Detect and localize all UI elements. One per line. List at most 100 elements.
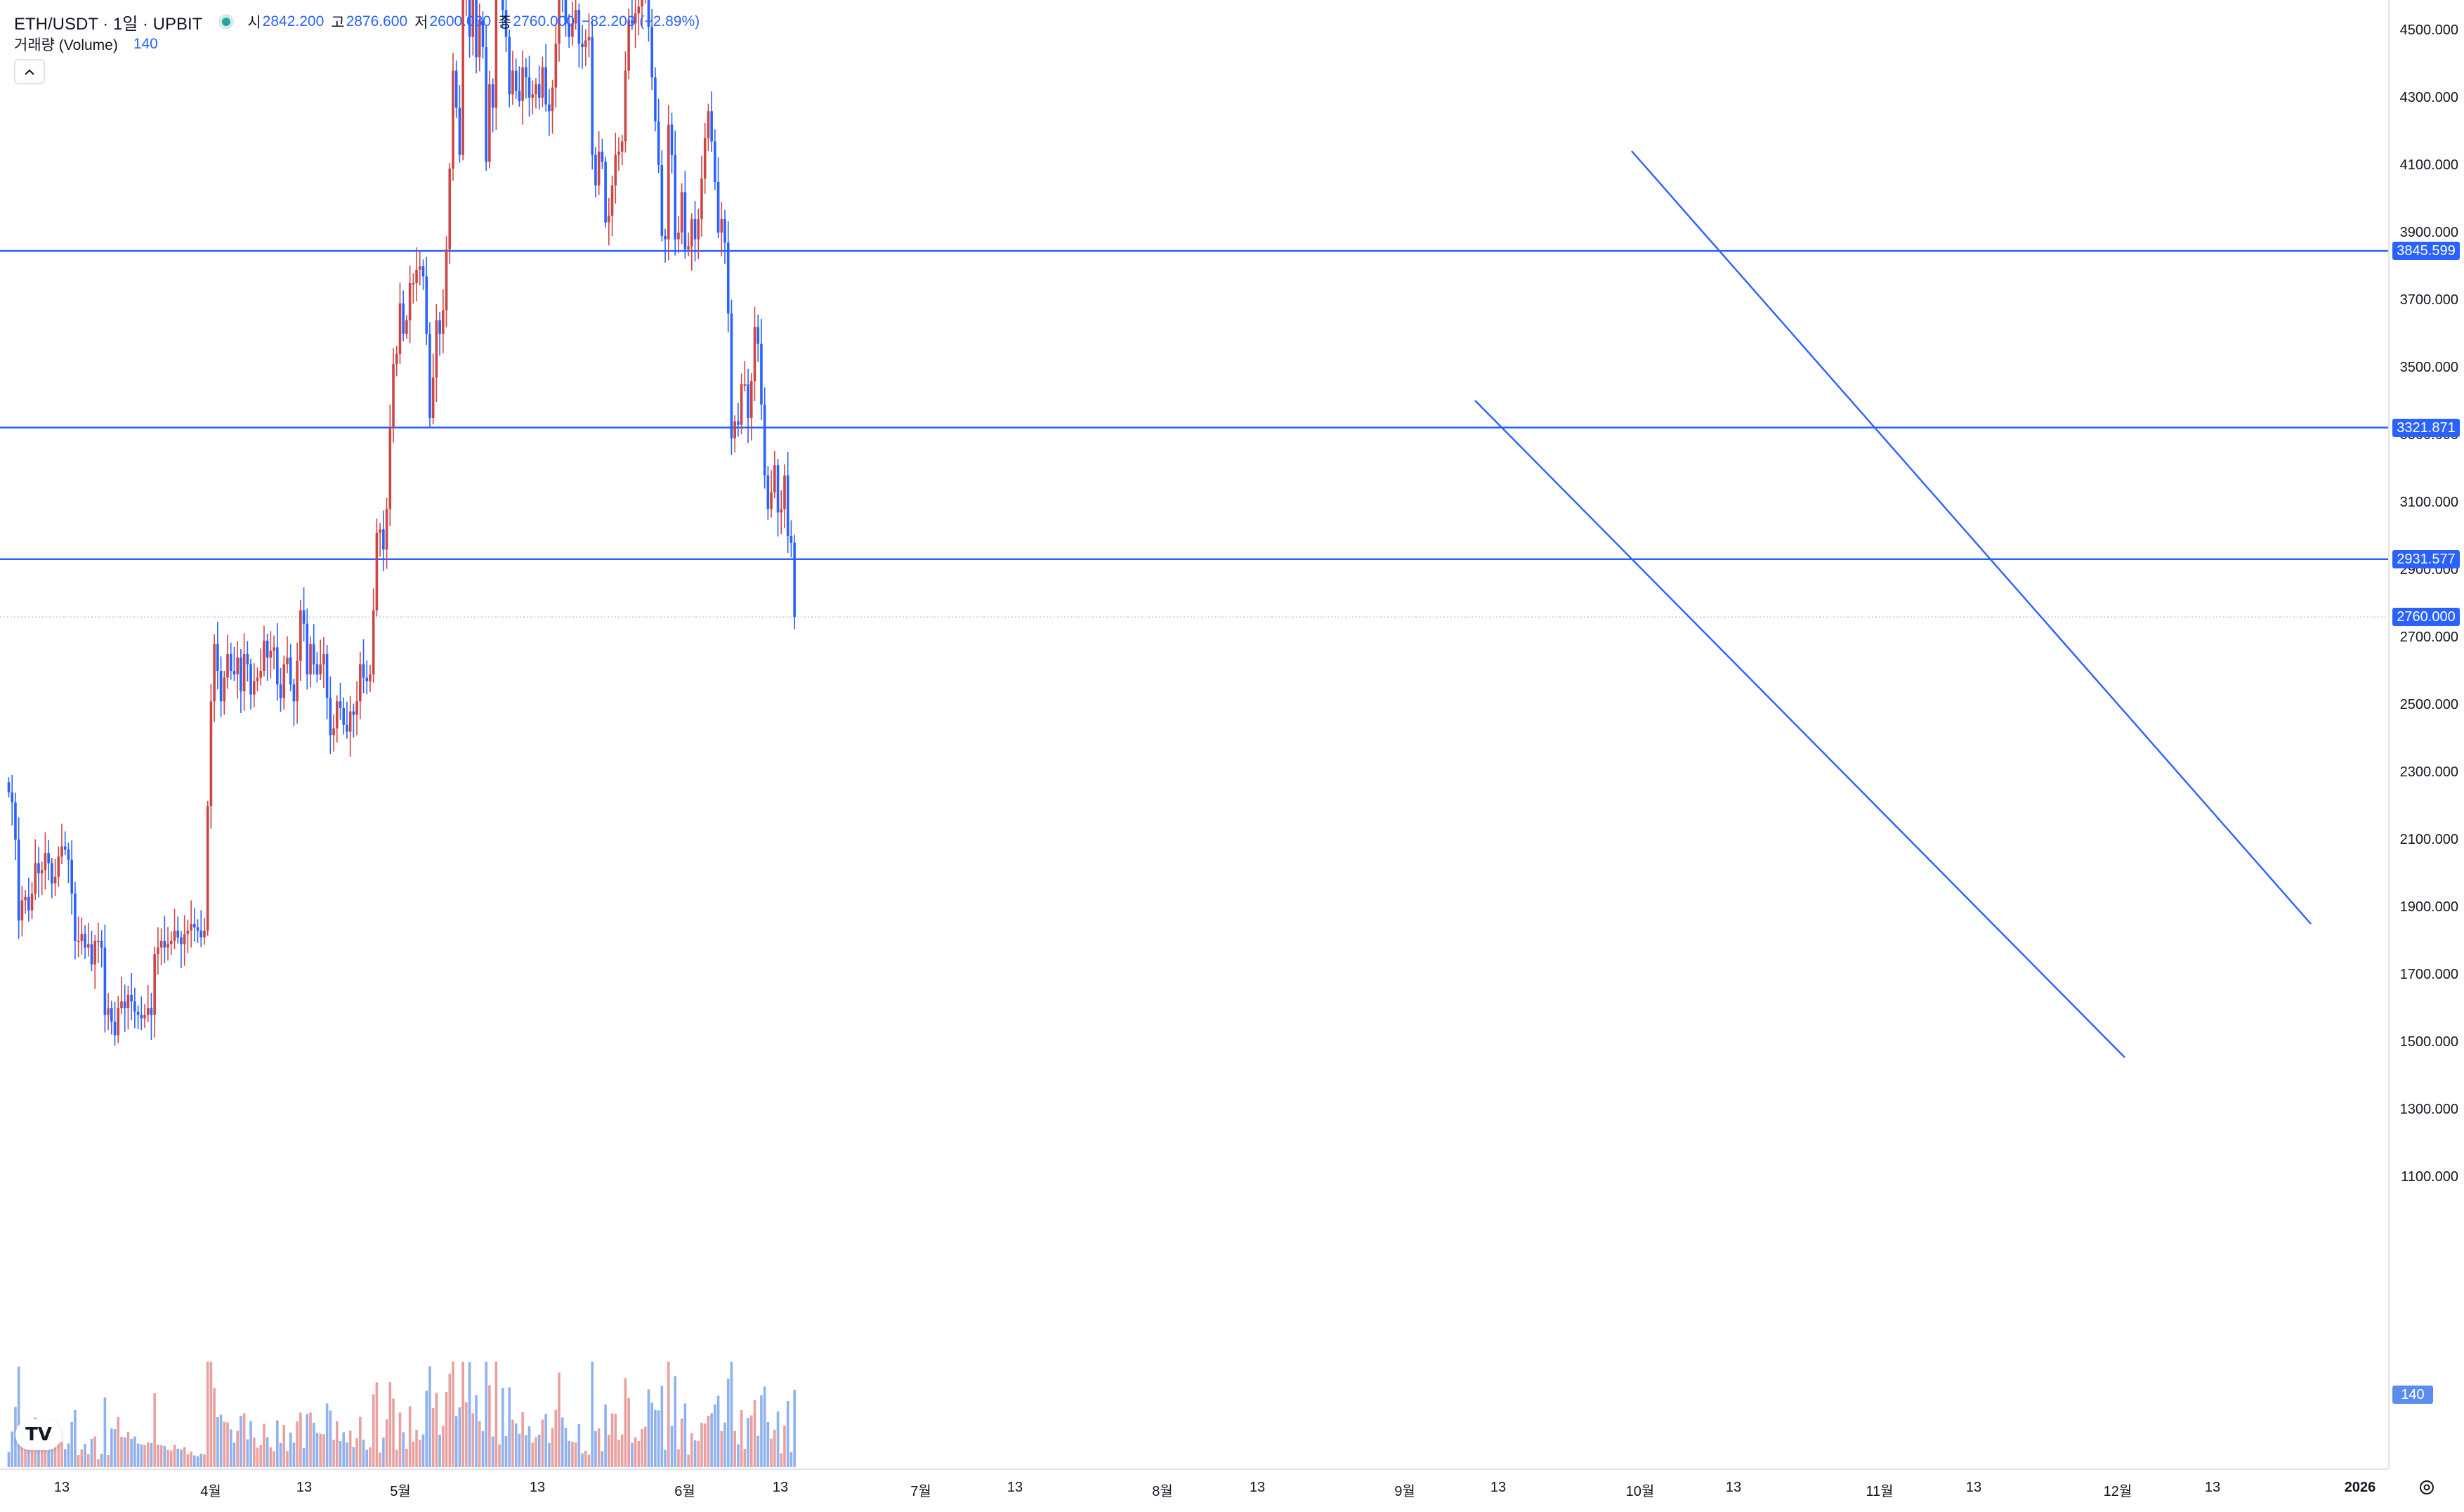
- volume-bar: [226, 1422, 229, 1467]
- candlestick-chart[interactable]: [0, 0, 2388, 1468]
- chart-legend: ETH/USDT · 1일 · UPBIT 시 2842.200 고 2876.…: [14, 10, 707, 84]
- volume-bars: [7, 1362, 796, 1467]
- candle-body: [541, 67, 544, 98]
- candle-body: [352, 711, 355, 715]
- volume-bar: [398, 1412, 402, 1467]
- volume-bar: [90, 1439, 93, 1467]
- close-value: 2760.000: [513, 13, 575, 30]
- candle-body: [481, 20, 485, 48]
- candle-body: [478, 20, 481, 58]
- candle-body: [726, 242, 730, 314]
- volume-bar: [319, 1433, 322, 1467]
- price-tick-label: 2500.000: [2399, 697, 2458, 712]
- time-tick-label: 4월: [200, 1484, 221, 1499]
- volume-bar: [571, 1442, 574, 1467]
- volume-bar: [710, 1413, 713, 1467]
- volume-bar: [236, 1430, 239, 1467]
- candle-body: [418, 266, 421, 270]
- volume-bar: [392, 1398, 395, 1467]
- volume-bar: [690, 1433, 693, 1467]
- volume-bar: [352, 1447, 355, 1467]
- volume-bar: [418, 1440, 421, 1467]
- volume-bar: [514, 1423, 518, 1467]
- volume-bar: [445, 1392, 448, 1467]
- candle-body: [342, 708, 346, 725]
- volume-bar: [776, 1412, 780, 1467]
- volume-bar: [544, 1414, 547, 1467]
- candle-body: [494, 0, 498, 108]
- gear-icon[interactable]: [2416, 1477, 2437, 1498]
- volume-bar: [193, 1455, 196, 1467]
- volume-bar: [531, 1442, 535, 1467]
- candle-body: [289, 657, 292, 685]
- candle-body: [508, 37, 511, 95]
- volume-bar: [677, 1449, 680, 1467]
- volume-bar: [140, 1444, 143, 1467]
- time-axis[interactable]: 13 4월 13 5월 13 6월 13 7월 13 8월 13 9월 13 10월 13 11월 13 12월 1…: [0, 1468, 2388, 1512]
- candle-body: [146, 1008, 150, 1015]
- candle-body: [335, 701, 339, 729]
- tradingview-logo[interactable]: TV: [15, 1419, 62, 1450]
- volume-bar: [369, 1447, 372, 1467]
- volume-bar: [452, 1362, 454, 1467]
- volume-bar: [299, 1412, 302, 1467]
- price-axis[interactable]: 5300.0005100.0004900.0004700.0004500.000…: [2388, 0, 2464, 1468]
- candle-body: [584, 40, 587, 47]
- candle-body: [309, 644, 312, 674]
- candle-body: [485, 47, 487, 162]
- candle-body: [421, 266, 425, 277]
- volume-bar: [240, 1416, 242, 1467]
- candle-body: [382, 529, 385, 550]
- volume-bar: [289, 1433, 292, 1467]
- volume-bar: [610, 1413, 614, 1467]
- volume-bar: [478, 1421, 481, 1467]
- candle-body: [183, 934, 186, 944]
- candle-body: [209, 701, 213, 806]
- candle-body: [240, 657, 242, 691]
- candle-body: [667, 124, 670, 240]
- symbol-title[interactable]: ETH/USDT · 1일 · UPBIT: [14, 14, 203, 34]
- volume-bar: [584, 1451, 587, 1467]
- volume-bar: [286, 1451, 289, 1467]
- open-label: 시: [247, 15, 261, 31]
- volume-bar: [558, 1372, 561, 1467]
- volume-bar: [716, 1395, 720, 1467]
- candle-body: [173, 930, 176, 941]
- candle-body: [747, 384, 749, 418]
- candle-body: [398, 303, 402, 354]
- candle-body: [30, 893, 34, 911]
- candle-body: [232, 671, 236, 674]
- candle-body: [412, 283, 415, 285]
- candle-body: [438, 320, 441, 334]
- candle-body: [664, 235, 667, 240]
- volume-bar: [223, 1421, 226, 1467]
- volume-bar: [743, 1449, 747, 1467]
- collapse-legend-button[interactable]: [14, 59, 45, 84]
- candle-body: [700, 178, 703, 219]
- time-tick-label: 13: [772, 1480, 789, 1495]
- volume-bar: [535, 1437, 537, 1467]
- volume-bar: [196, 1456, 199, 1467]
- candle-body: [428, 334, 431, 418]
- volume-row: 거래량 (Volume) 140: [14, 34, 707, 55]
- chart-area[interactable]: [0, 0, 2388, 1468]
- price-tick-label: 1900.000: [2399, 899, 2458, 915]
- volume-bar: [481, 1431, 485, 1467]
- volume-bar: [259, 1445, 263, 1467]
- volume-bar: [548, 1443, 551, 1467]
- volume-bar: [120, 1437, 123, 1467]
- volume-bar: [508, 1387, 511, 1467]
- volume-value: 140: [133, 36, 158, 52]
- volume-bar: [325, 1403, 329, 1467]
- candle-body: [392, 364, 395, 429]
- candle-body: [786, 475, 789, 536]
- volume-bar: [591, 1362, 594, 1467]
- volume-bar: [93, 1436, 97, 1467]
- volume-label[interactable]: 거래량 (Volume): [14, 37, 118, 53]
- candle-body: [604, 162, 607, 223]
- volume-bar: [737, 1444, 740, 1467]
- upper-channel-line: [1631, 150, 2312, 925]
- price-tick-label: 1100.000: [2401, 1169, 2458, 1185]
- candle-body: [315, 664, 319, 674]
- candle-body: [617, 151, 620, 155]
